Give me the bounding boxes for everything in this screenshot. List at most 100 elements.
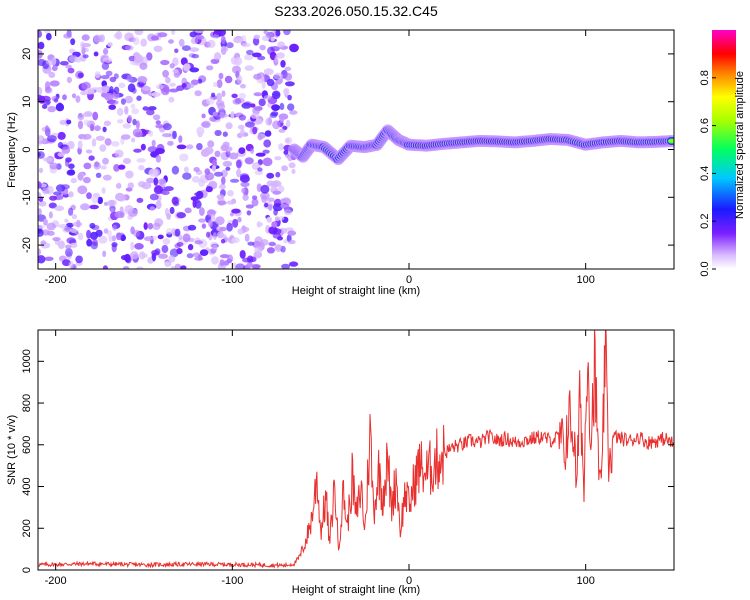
noise-blob	[108, 99, 119, 105]
noise-blob	[253, 34, 261, 40]
noise-blob	[107, 229, 112, 238]
noise-blob	[81, 34, 90, 41]
noise-blob	[62, 94, 67, 101]
noise-blob	[169, 82, 176, 87]
x-tick-label: -200	[45, 575, 67, 587]
noise-blob	[113, 86, 120, 95]
y-tick-label: 600	[21, 436, 33, 454]
noise-blob	[107, 42, 113, 47]
noise-blob	[169, 63, 175, 69]
noise-blob	[110, 208, 115, 213]
noise-blob	[38, 167, 44, 174]
noise-blob	[102, 265, 108, 269]
noise-blob	[170, 266, 176, 269]
chart-title: S233.2026.050.15.32.C45	[274, 3, 438, 19]
noise-blob	[112, 224, 117, 231]
noise-blob	[206, 65, 214, 71]
noise-blob	[42, 99, 51, 105]
noise-blob	[186, 253, 194, 259]
x-tick-label: -100	[221, 575, 243, 587]
noise-blob	[44, 256, 54, 261]
noise-blob	[38, 30, 42, 38]
noise-blob	[66, 237, 76, 244]
noise-blob	[89, 204, 99, 210]
noise-blob	[70, 38, 76, 46]
noise-blob	[162, 238, 171, 245]
noise-blob	[157, 234, 164, 240]
noise-blob	[113, 33, 121, 39]
noise-blob	[251, 198, 259, 207]
noise-blob	[287, 239, 296, 245]
noise-blob	[172, 69, 179, 74]
noise-blob	[70, 177, 78, 184]
noise-blob	[92, 111, 99, 121]
noise-blob	[83, 176, 91, 184]
snr-x-label: Height of straight line (km)	[292, 584, 420, 596]
noise-blob	[219, 254, 230, 259]
noise-blob	[252, 37, 260, 46]
noise-blob	[42, 104, 48, 109]
noise-blob	[163, 123, 172, 131]
noise-blob	[102, 157, 109, 165]
noise-blob	[236, 159, 242, 169]
noise-blob	[221, 90, 226, 97]
noise-blob	[201, 113, 206, 119]
noise-blob	[153, 177, 159, 186]
noise-blob	[275, 171, 281, 178]
noise-blob	[155, 154, 162, 163]
noise-blob	[242, 257, 252, 263]
noise-blob	[276, 52, 285, 59]
noise-blob	[71, 93, 77, 99]
noise-blob	[75, 255, 83, 264]
noise-blob	[240, 128, 245, 138]
noise-blob	[178, 38, 185, 47]
noise-blob	[108, 104, 116, 110]
noise-blob	[250, 103, 256, 108]
noise-blob	[174, 48, 179, 54]
noise-blob	[289, 110, 298, 115]
noise-blob	[245, 121, 255, 128]
noise-blob	[273, 72, 284, 80]
noise-blob	[83, 119, 91, 126]
noise-blob	[45, 32, 52, 41]
noise-blob	[51, 65, 58, 72]
noise-blob	[103, 47, 109, 56]
noise-blob	[77, 72, 84, 79]
noise-blob	[201, 223, 207, 229]
noise-blob	[160, 86, 170, 96]
noise-blob	[272, 120, 281, 130]
noise-blob	[61, 146, 71, 154]
noise-blob	[260, 184, 270, 194]
noise-blob	[232, 65, 241, 74]
noise-blob	[249, 148, 255, 154]
noise-blob	[194, 192, 203, 197]
y-tick-label: 800	[21, 394, 33, 412]
noise-blob	[237, 228, 244, 235]
noise-blob	[241, 187, 246, 194]
noise-blob	[230, 111, 235, 119]
noise-blob	[210, 241, 219, 249]
noise-blob	[174, 228, 181, 237]
noise-blob	[197, 78, 203, 84]
noise-blob	[68, 163, 75, 169]
noise-blob	[213, 52, 222, 61]
noise-blob	[285, 119, 291, 128]
noise-blob	[164, 261, 171, 267]
noise-blob	[220, 144, 229, 152]
noise-blob	[217, 200, 227, 206]
noise-blob	[152, 114, 161, 121]
noise-blob	[211, 92, 216, 98]
noise-blob	[247, 241, 255, 246]
noise-blob	[244, 233, 250, 242]
noise-blob	[284, 209, 292, 216]
noise-blob	[80, 41, 85, 50]
noise-blob	[283, 30, 291, 36]
snr-series-line	[38, 330, 674, 569]
noise-blob	[98, 235, 108, 244]
noise-blob	[46, 222, 56, 231]
noise-blob	[93, 34, 103, 43]
noise-blob	[125, 45, 134, 51]
noise-blob	[238, 147, 246, 155]
noise-blob	[82, 112, 93, 118]
